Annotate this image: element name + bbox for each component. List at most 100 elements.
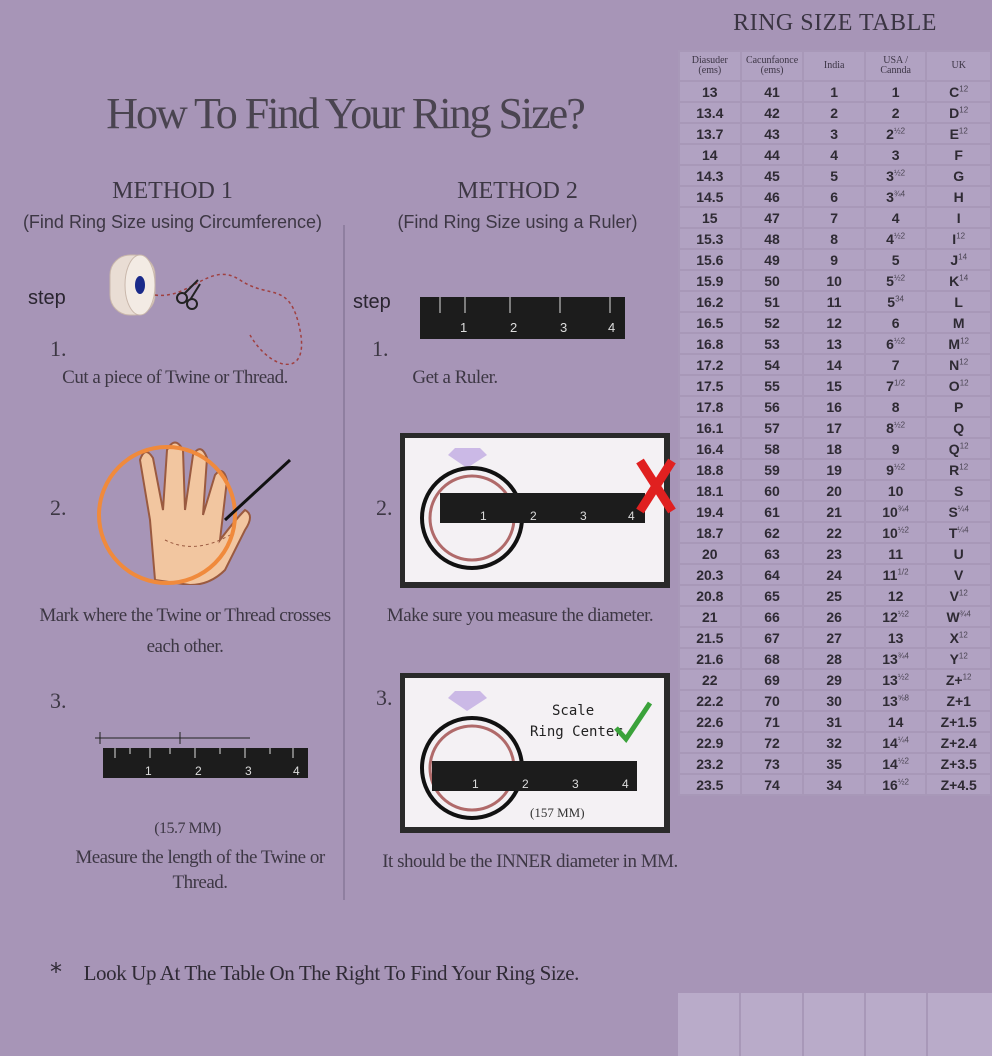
cell-value: 12 [826, 314, 842, 331]
cell-value: 4 [886, 230, 894, 247]
column-header-line: UK [951, 60, 966, 71]
cell-fraction: 14 [959, 272, 969, 282]
cell-value: 65 [764, 587, 780, 604]
table-cell: E12 [925, 122, 992, 145]
table-row: 13.7 43 3 2½2 E12 [678, 122, 992, 145]
table-cell: 22.6 [678, 710, 742, 733]
cell-value: 62 [764, 524, 780, 541]
cell-fraction: 1/2 [897, 566, 909, 576]
table-row: 14.5 46 6 3¾4 H [678, 185, 992, 208]
table-cell: C12 [925, 80, 992, 103]
diamond-ring-icon [448, 448, 487, 468]
table-cell: 51 [739, 290, 805, 313]
cell-value: 17.5 [696, 377, 724, 394]
table-cell: Z+3.5 [925, 752, 992, 775]
table-cell: 12 [863, 584, 928, 607]
column-header: USA / Cannda [863, 50, 928, 82]
table-row: 21.6 68 28 13¾4 Y12 [678, 647, 992, 670]
cell-fraction: 12 [960, 335, 969, 345]
cell-value: Z+ [945, 671, 963, 688]
cell-value: 16.8 [696, 335, 724, 352]
cell-value: 50 [764, 272, 780, 289]
cell-fraction: 12 [959, 104, 969, 114]
table-cell: 2½2 [863, 122, 928, 145]
table-cell: 18.7 [678, 521, 742, 544]
table-cell: 15 [802, 374, 866, 397]
cell-value: 30 [826, 692, 842, 709]
cell-value: 8 [891, 398, 900, 415]
table-row: 17.5 55 15 71/2 O12 [678, 374, 992, 397]
table-row: 16.4 58 18 9 Q12 [678, 437, 992, 460]
table-row: 18.7 62 22 10½2 T¼4 [678, 521, 992, 544]
table-cell: 15.6 [678, 248, 742, 271]
table-cell: 14.5 [678, 185, 742, 208]
cell-value: T [948, 524, 958, 541]
table-row: 22.6 71 31 14 Z+1.5 [678, 710, 992, 733]
method2-step2-number: 2. [376, 495, 393, 520]
cell-value: G [953, 167, 965, 184]
table-cell: 6 [802, 185, 866, 208]
cell-value: 29 [826, 671, 842, 688]
table-cell: 59 [739, 458, 805, 481]
table-cell: 57 [739, 416, 805, 439]
cell-value: 16.4 [696, 440, 724, 457]
table-cell: Z+4.5 [925, 773, 992, 796]
column-header-line: (ems) [698, 65, 722, 76]
table-row: 16.2 51 11 534 L [678, 290, 992, 313]
cell-value: 59 [764, 461, 780, 478]
table-cell: 63 [739, 542, 805, 565]
table-cell: 13 [802, 332, 866, 355]
table-cell: 42 [739, 101, 805, 124]
cell-value: 22.9 [696, 734, 724, 751]
table-cell: 14¼4 [863, 731, 928, 754]
table-cell: K14 [925, 269, 992, 292]
table-row: 22.9 72 32 14¼4 Z+2.4 [678, 731, 992, 754]
cell-value: 60 [764, 482, 780, 499]
cell-value: 20 [826, 482, 842, 499]
cell-fraction: ½2 [893, 335, 906, 345]
table-cell: 9 [863, 437, 928, 460]
table-row: 15.6 49 9 5 J14 [678, 248, 992, 271]
table-cell: 69 [739, 668, 805, 691]
cell-value: M [948, 335, 961, 352]
column-header-line: USA / [883, 55, 908, 66]
ruler-number: 4 [293, 764, 300, 778]
x-mark-icon [636, 458, 676, 514]
table-cell: 7 [802, 206, 866, 229]
table-cell: 19.4 [678, 500, 742, 523]
cell-value: 14 [882, 734, 898, 751]
table-cell: 45 [739, 164, 805, 187]
table-cell: 41 [739, 80, 805, 103]
cell-fraction: ½2 [893, 125, 906, 135]
cell-value: 42 [764, 104, 780, 121]
table-cell: M12 [925, 332, 992, 355]
table-cell: 14½2 [863, 752, 928, 775]
table-cell: 1 [802, 80, 866, 103]
ruler-number: 2 [195, 764, 202, 778]
table-cell: V12 [925, 584, 992, 607]
table-cell: 14.3 [678, 164, 742, 187]
cell-value: 13.7 [696, 125, 724, 142]
table-row: 19.4 61 21 10¾4 S¼4 [678, 500, 992, 523]
cell-value: 1 [830, 83, 839, 100]
cell-value: 12 [882, 608, 898, 625]
table-cell: 20.3 [678, 563, 742, 586]
cell-value: Z+4.5 [940, 776, 977, 793]
column-header: Cacunfaonce (ems) [739, 50, 805, 82]
table-row: 20.3 64 24 111/2 V [678, 563, 992, 586]
table-row: 18.8 59 19 9½2 R12 [678, 458, 992, 481]
table-cell: 13 [678, 80, 742, 103]
cell-fraction: 12 [958, 629, 968, 639]
method1-subtitle: (Find Ring Size using Circumference) [22, 212, 323, 232]
cell-value: 4 [891, 209, 900, 226]
cell-value: 3 [830, 125, 839, 142]
table-cell: 43 [739, 122, 805, 145]
cell-value: 15.9 [696, 272, 724, 289]
table-cell: 71/2 [863, 374, 928, 397]
cell-value: 9 [830, 251, 839, 268]
table-cell: 18.1 [678, 479, 742, 502]
method2-measurement: (157 MM) [530, 805, 585, 820]
cell-value: J [950, 251, 959, 268]
cell-value: 64 [764, 566, 780, 583]
cell-value: I [956, 209, 961, 226]
